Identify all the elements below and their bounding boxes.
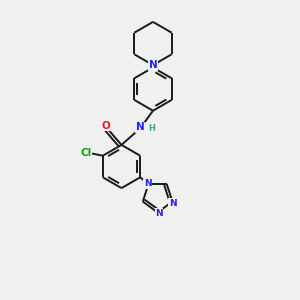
Text: N: N: [144, 179, 152, 188]
Text: N: N: [155, 208, 163, 217]
Text: N: N: [136, 122, 145, 132]
Text: N: N: [148, 60, 158, 70]
Text: Cl: Cl: [80, 148, 92, 158]
Text: H: H: [148, 124, 155, 133]
Text: N: N: [169, 199, 176, 208]
Text: O: O: [101, 121, 110, 131]
